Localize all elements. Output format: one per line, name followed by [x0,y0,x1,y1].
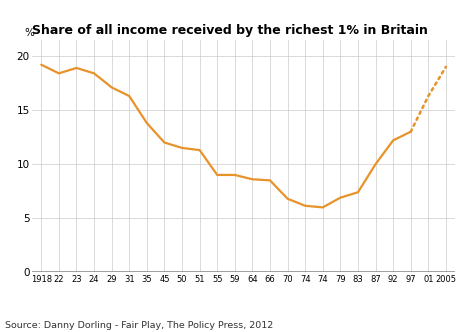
Text: Source: Danny Dorling - Fair Play, The Policy Press, 2012: Source: Danny Dorling - Fair Play, The P… [5,321,272,330]
Text: %: % [24,28,34,38]
Text: Share of all income received by the richest 1% in Britain: Share of all income received by the rich… [32,24,427,37]
